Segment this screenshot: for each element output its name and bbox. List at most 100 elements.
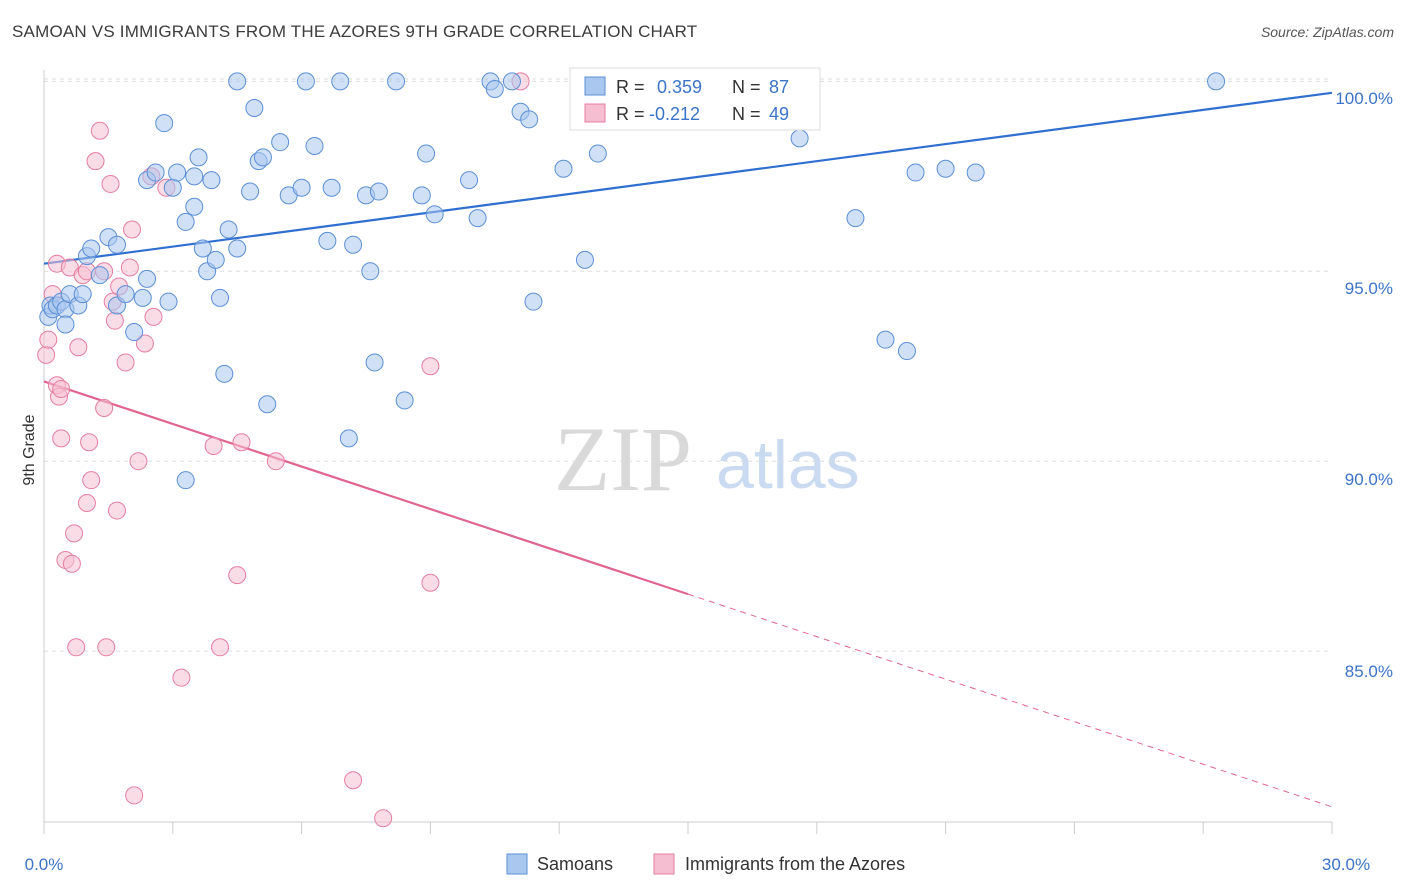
samoans-point — [253, 148, 272, 167]
samoans-point — [897, 342, 916, 361]
samoans-point — [296, 72, 315, 91]
samoans-point — [417, 144, 436, 163]
samoans-point — [159, 292, 178, 311]
azores-point — [123, 220, 142, 239]
samoans-point — [395, 391, 414, 410]
legend-n-label-azores: N = — [732, 104, 761, 124]
azores-point — [90, 121, 109, 140]
azores-point — [144, 307, 163, 326]
azores-point — [232, 433, 251, 452]
samoans-point — [520, 110, 539, 129]
samoans-point — [554, 159, 573, 178]
watermark-zip: ZIP — [554, 408, 692, 510]
samoans-point — [361, 262, 380, 281]
azores-point — [67, 638, 86, 657]
azores-point — [374, 809, 393, 828]
azores-point — [105, 311, 124, 330]
legend-r-label-azores: R = — [616, 104, 645, 124]
azores-point — [101, 174, 120, 193]
azores-point — [125, 786, 144, 805]
chart-title: SAMOAN VS IMMIGRANTS FROM THE AZORES 9TH… — [12, 22, 698, 41]
azores-point — [204, 437, 223, 455]
azores-point — [344, 771, 363, 790]
samoans-point — [365, 353, 384, 372]
samoans-point — [271, 133, 290, 152]
azores-point — [37, 345, 56, 364]
azores-point — [266, 452, 285, 471]
samoans-point — [189, 148, 208, 167]
watermark-atlas: atlas — [716, 427, 860, 503]
azores-point — [62, 554, 81, 573]
samoans-point — [468, 209, 487, 228]
samoans-point — [936, 159, 955, 178]
y-tick-label-95: 95.0% — [1345, 279, 1393, 298]
samoans-point — [56, 315, 75, 334]
trend-lines — [43, 91, 1333, 808]
azores-point — [80, 433, 99, 452]
legend-n-value-samoans: 87 — [769, 77, 789, 97]
samoans-point — [292, 178, 311, 197]
samoans-point — [1207, 72, 1226, 91]
series-legend: Samoans Immigrants from the Azores — [506, 853, 905, 875]
samoans-point — [228, 72, 247, 91]
samoans-point — [185, 197, 204, 216]
azores-point — [421, 357, 440, 376]
azores-point — [52, 429, 71, 448]
samoans-point — [305, 136, 324, 155]
grid-lines — [44, 78, 1332, 652]
legend-n-label-samoans: N = — [732, 77, 761, 97]
azores-point — [421, 573, 440, 592]
samoans-point — [369, 182, 388, 201]
azores-point — [95, 399, 114, 418]
azores-point — [52, 380, 71, 399]
x-tick-label-min: 0.0% — [25, 855, 64, 874]
samoans-point — [502, 72, 521, 91]
samoans-point — [524, 292, 543, 311]
source-credit: Source: ZipAtlas.com — [1260, 24, 1394, 40]
azores-point — [39, 330, 58, 349]
samoans-point — [73, 285, 92, 304]
samoans-point — [211, 288, 230, 307]
x-tick-label-max: 30.0% — [1322, 855, 1370, 874]
samoans-point — [387, 72, 406, 91]
legend-r-value-samoans: 0.359 — [657, 77, 702, 97]
legend-n-value-azores: 49 — [769, 104, 789, 124]
samoans-point — [138, 269, 157, 288]
azores-point — [82, 471, 101, 490]
samoans-point — [322, 178, 341, 197]
azores-point — [97, 638, 116, 657]
samoans-point — [215, 364, 234, 383]
samoans-point — [331, 72, 350, 91]
y-tick-label-85: 85.0% — [1345, 662, 1393, 681]
samoans-point — [125, 323, 144, 342]
azores-point — [211, 638, 230, 657]
samoans-point — [193, 239, 212, 258]
legend-r-value-azores: -0.212 — [649, 104, 700, 124]
samoans-point — [163, 178, 182, 197]
samoans-point — [146, 163, 165, 182]
samoans-point — [588, 144, 607, 163]
y-axis-title: 9th Grade — [21, 414, 38, 485]
samoans-point — [412, 186, 431, 205]
samoans-point — [906, 163, 925, 182]
samoans-point — [425, 205, 444, 224]
samoans-point — [133, 288, 152, 307]
trend-line-0 — [43, 91, 1333, 265]
samoans-point — [168, 163, 187, 182]
axes — [43, 70, 1333, 834]
azores-point — [77, 493, 96, 512]
samoans-point — [966, 163, 985, 182]
azores-points — [37, 72, 530, 828]
azores-point — [116, 353, 135, 372]
azores-point — [172, 668, 191, 687]
samoans-point — [344, 235, 363, 254]
samoans-point — [82, 239, 101, 258]
azores-point — [129, 452, 148, 471]
samoans-point — [339, 429, 358, 448]
trend-line-dashed-1 — [687, 593, 1333, 808]
azores-point — [228, 566, 247, 585]
azores-point — [107, 501, 126, 520]
azores-point — [135, 334, 154, 353]
trend-line-solid-1 — [43, 380, 689, 596]
